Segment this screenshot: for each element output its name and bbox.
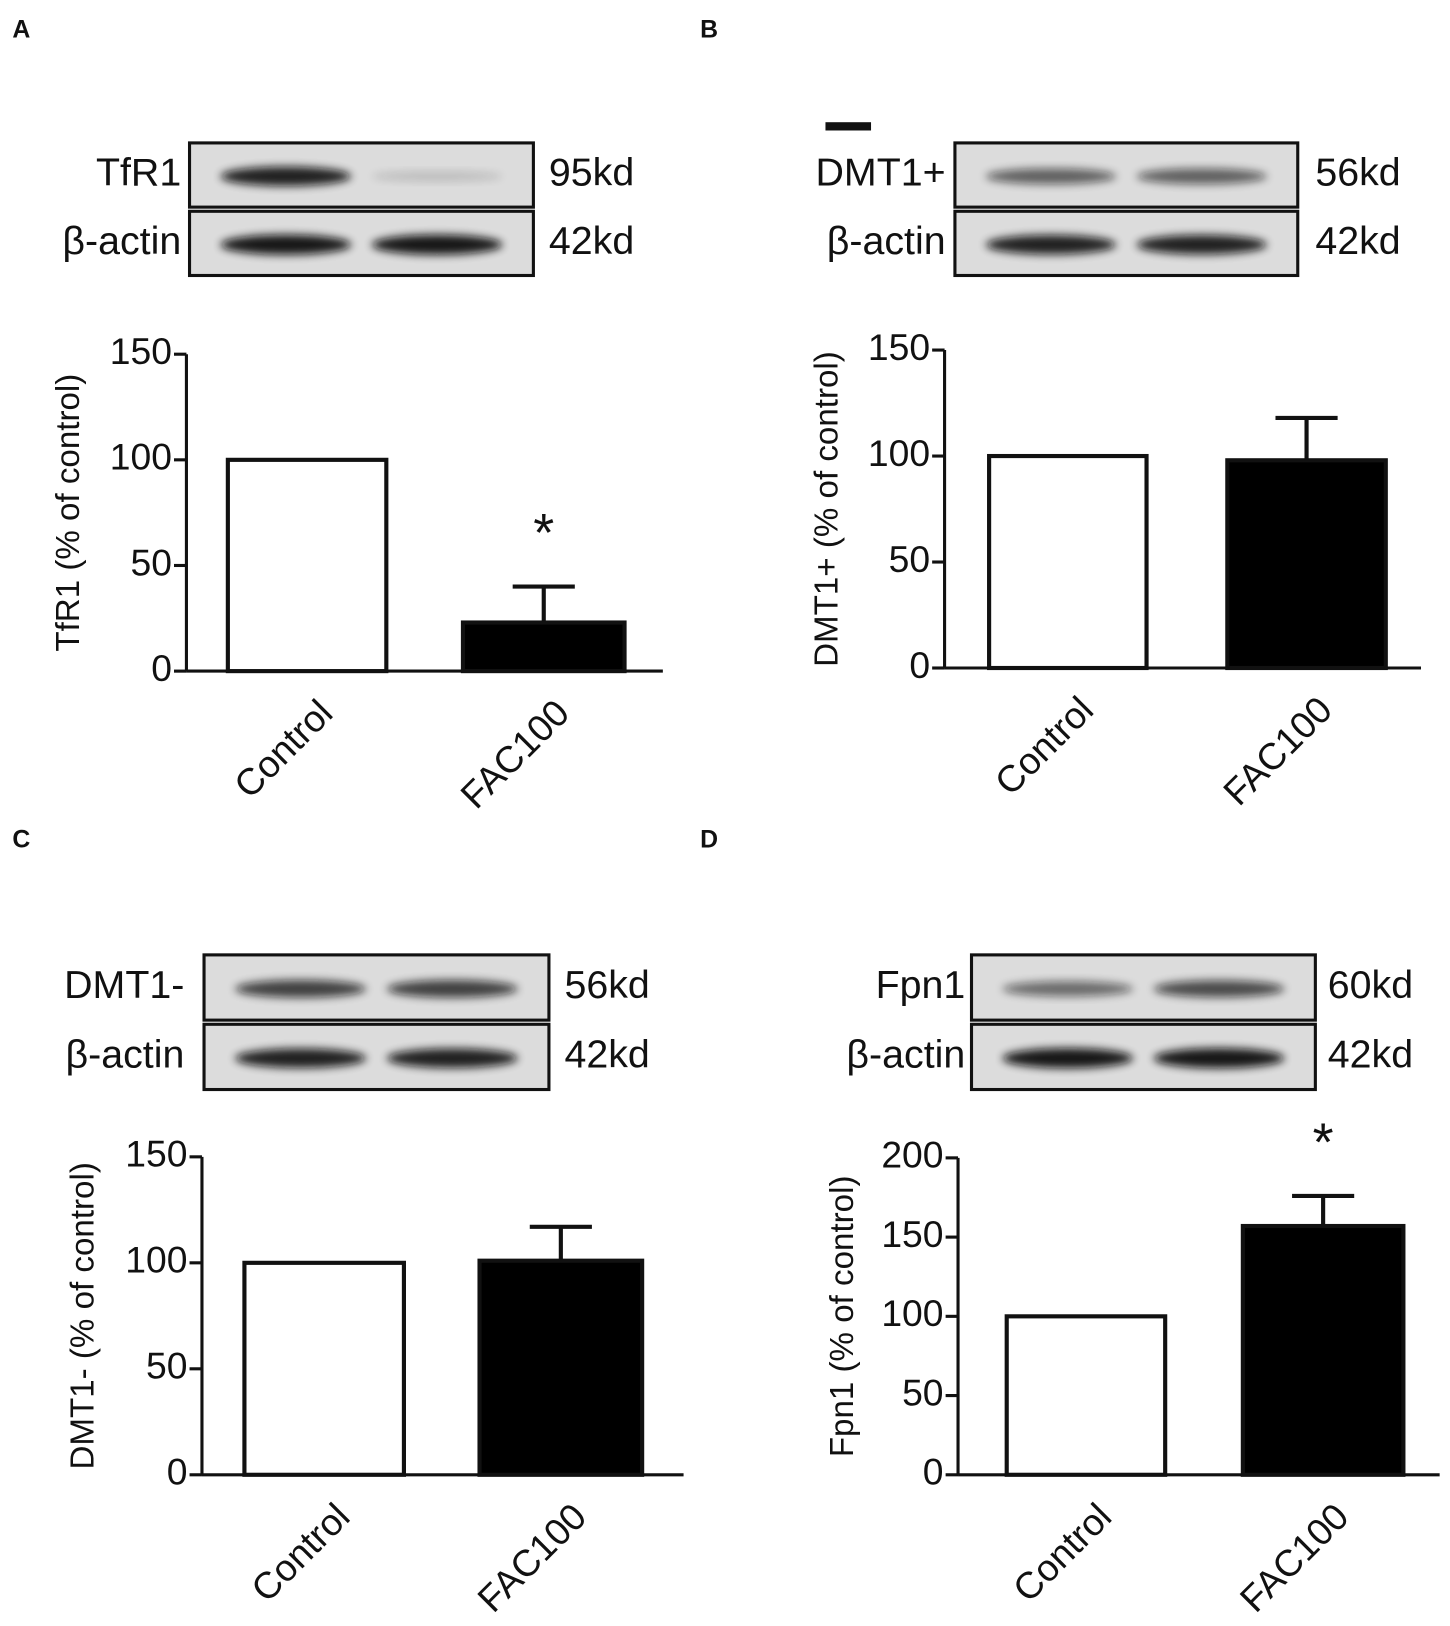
- blot-size: 42kd: [564, 1032, 649, 1076]
- y-tick-label: 100: [881, 1292, 943, 1334]
- blot-band: [235, 980, 367, 998]
- blot-band: [386, 1048, 518, 1068]
- blot-band: [371, 234, 503, 255]
- panel-letter: B: [700, 17, 718, 44]
- y-tick-label: 50: [902, 1371, 943, 1413]
- blot-band: [1153, 980, 1285, 998]
- blot-label: β-actin: [846, 1032, 965, 1076]
- y-axis-label: DMT1- (% of control): [65, 1162, 102, 1469]
- blot-band: [220, 166, 352, 187]
- blot-band: [1002, 1048, 1134, 1069]
- y-tick-label: 0: [909, 644, 930, 686]
- y-tick-label: 150: [868, 326, 930, 368]
- blot-label: β-actin: [66, 1032, 185, 1076]
- panel-letter: C: [12, 827, 30, 854]
- y-tick-label: 0: [923, 1451, 944, 1493]
- y-tick-label: 100: [125, 1239, 187, 1281]
- blot-band: [1136, 168, 1267, 185]
- blot-band: [985, 168, 1117, 185]
- blot-image: [953, 209, 1300, 278]
- blot-label: DMT1+: [816, 150, 946, 194]
- y-tick-label: 50: [889, 538, 930, 580]
- blot-band: [1002, 981, 1134, 997]
- x-tick-label: Control: [1005, 1495, 1120, 1610]
- x-tick-label: FAC100: [452, 691, 577, 816]
- x-tick-label: Control: [987, 688, 1102, 803]
- blot-image: [953, 141, 1300, 209]
- significance-mark: *: [533, 503, 554, 563]
- blot-band: [220, 234, 352, 255]
- blot-image: [202, 953, 551, 1022]
- x-tick-label: FAC100: [469, 1495, 594, 1620]
- bar: [1225, 458, 1388, 671]
- y-tick-label: 0: [151, 647, 172, 689]
- significance-mark: *: [1313, 1112, 1334, 1172]
- panel-letter: A: [12, 17, 30, 44]
- blot-image: [202, 1022, 551, 1092]
- blot-label: Fpn1: [876, 963, 966, 1007]
- x-tick-label: FAC100: [1232, 1495, 1357, 1620]
- bar: [460, 620, 627, 674]
- blot-size: 42kd: [1328, 1032, 1413, 1076]
- y-tick-label: 50: [130, 541, 171, 583]
- y-tick-label: 150: [110, 330, 172, 372]
- blot-image: [969, 953, 1317, 1022]
- blot-size: 56kd: [1315, 150, 1400, 194]
- blot-image: [969, 1022, 1317, 1092]
- y-tick-label: 100: [110, 436, 172, 478]
- x-tick-label: Control: [226, 691, 341, 806]
- blot-label: β-actin: [827, 219, 946, 263]
- bar: [1240, 1223, 1406, 1477]
- y-tick-label: 50: [146, 1345, 187, 1387]
- y-tick-label: 0: [167, 1451, 188, 1493]
- bar: [225, 457, 389, 674]
- blot-band: [1136, 234, 1267, 255]
- blot-label: β-actin: [62, 219, 181, 263]
- y-axis-label: TfR1 (% of control): [50, 374, 87, 652]
- y-axis-label: DMT1+ (% of control): [808, 351, 845, 667]
- x-tick-label: Control: [243, 1495, 358, 1610]
- blot-size: 42kd: [1315, 219, 1400, 263]
- y-tick-label: 100: [868, 432, 930, 474]
- blot-size: 42kd: [549, 219, 634, 263]
- blot-size: 60kd: [1328, 963, 1413, 1007]
- panel-letter: D: [700, 827, 718, 854]
- blot-label: TfR1: [96, 150, 181, 194]
- y-tick-label: 150: [125, 1133, 187, 1175]
- blot-band: [1153, 1048, 1285, 1069]
- y-tick-label: 200: [881, 1134, 943, 1176]
- blot-band: [985, 234, 1117, 255]
- bar: [477, 1258, 645, 1477]
- y-tick-label: 150: [881, 1213, 943, 1255]
- blot-mark: [825, 122, 872, 131]
- blot-image: [187, 141, 535, 209]
- blot-band: [371, 171, 503, 182]
- x-tick-label: FAC100: [1215, 688, 1340, 813]
- blot-label: DMT1-: [64, 963, 184, 1007]
- bar: [987, 453, 1149, 671]
- blot-size: 56kd: [564, 963, 649, 1007]
- bar: [242, 1260, 406, 1477]
- blot-size: 95kd: [549, 150, 634, 194]
- blot-band: [235, 1048, 367, 1068]
- blot-band: [386, 980, 518, 998]
- bar: [1004, 1314, 1168, 1477]
- y-axis-label: Fpn1 (% of control): [824, 1175, 861, 1457]
- blot-image: [187, 209, 535, 278]
